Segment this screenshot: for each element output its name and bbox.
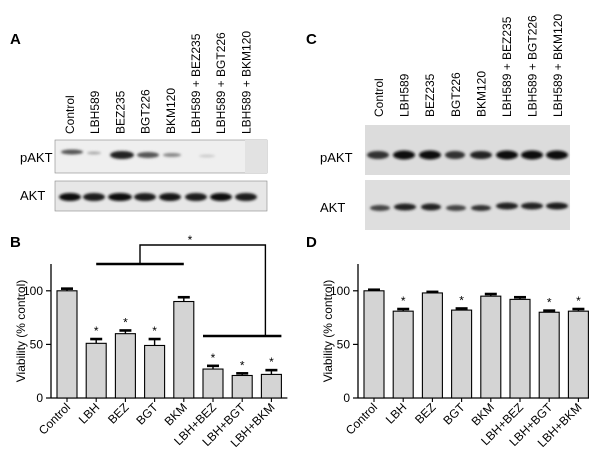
panel-c: C Control LBH589 BEZ235 BGT226 BKM120 LBH589 … xyxy=(306,14,570,230)
bar-b-bkm xyxy=(173,300,195,399)
blot-akt-a xyxy=(54,180,268,212)
blot-akt-c xyxy=(365,180,570,230)
bar-b-lbh xyxy=(85,342,107,399)
significance-b-bez: * xyxy=(123,315,128,329)
bar-d-lbh-bgt xyxy=(538,311,560,399)
y-tick-label-d-50: 50 xyxy=(337,337,351,351)
bar-b-lbh-bkm xyxy=(260,373,282,399)
lane-label-c-bkm120: BKM120 xyxy=(474,71,488,117)
lane-label-a-control: Control xyxy=(63,95,77,134)
category-label-b-bgt: BGT xyxy=(133,400,161,428)
row-label-pakt-c: pAKT xyxy=(320,150,353,165)
category-label-d-control: Control xyxy=(343,400,380,437)
bar-b-lbh-bgt xyxy=(231,374,253,399)
panel-letter-b: B xyxy=(10,234,21,251)
significance-d-lbh-bkm: * xyxy=(576,294,581,308)
category-label-b-lbh: LBH xyxy=(76,400,102,426)
y-axis-label-d: Viability (% control) xyxy=(321,280,335,382)
lane-label-c-bgt226: BGT226 xyxy=(449,72,463,117)
lane-label-c-control: Control xyxy=(372,78,386,117)
lane-label-a-lbh589: LBH589 xyxy=(88,90,102,134)
significance-b-bgt: * xyxy=(152,324,157,338)
lane-labels-c: Control LBH589 BEZ235 BGT226 BKM120 LBH589 + … xyxy=(372,14,565,117)
y-tick-label-b-50: 50 xyxy=(30,337,44,351)
category-label-b-bez: BEZ xyxy=(105,400,131,426)
bar-b-bez xyxy=(114,333,136,399)
lane-label-a-lbh589-bez235: LBH589 + BEZ235 xyxy=(189,33,203,134)
row-label-pakt-a: pAKT xyxy=(20,150,53,165)
bar-d-bgt xyxy=(451,309,473,399)
lane-label-c-lbh589-bgt226: LBH589 + BGT226 xyxy=(526,15,540,117)
lane-label-c-lbh589-bkm120: LBH589 + BKM120 xyxy=(551,14,565,117)
bar-b-control xyxy=(56,290,78,399)
y-tick-label-b-100: 100 xyxy=(23,284,43,298)
lane-labels-a: Control LBH589 BEZ235 BGT226 BKM120 LBH589 + … xyxy=(63,31,253,134)
bracket-connector xyxy=(139,244,267,335)
y-axis-label-b: Viability (% control) xyxy=(14,280,28,382)
significance-b-lbh-bgt: * xyxy=(240,358,245,372)
lane-label-c-lbh589: LBH589 xyxy=(398,73,412,117)
bar-d-control xyxy=(363,290,385,399)
bar-d-lbh-bkm xyxy=(567,310,589,399)
y-tick-label-d-100: 100 xyxy=(330,284,350,298)
lane-label-a-bez235: BEZ235 xyxy=(113,90,127,134)
bracket-significance: * xyxy=(188,233,193,247)
lane-label-c-bez235: BEZ235 xyxy=(423,73,437,117)
lane-label-a-bgt226: BGT226 xyxy=(139,89,153,134)
bar-b-lbh-bez xyxy=(202,368,224,399)
significance-d-lbh-bgt: * xyxy=(547,296,552,310)
lane-label-a-lbh589-bkm120: LBH589 + BKM120 xyxy=(239,31,253,134)
panel-a: A Control LBH589 BEZ235 BGT226 BKM120 LBH589 … xyxy=(10,31,268,212)
bar-b-bgt xyxy=(144,344,166,399)
lane-label-a-bkm120: BKM120 xyxy=(164,88,178,134)
significance-b-lbh-bez: * xyxy=(211,351,216,365)
blot-pakt-a xyxy=(54,139,268,174)
row-label-akt-a: AKT xyxy=(20,188,45,203)
category-label-d-bgt: BGT xyxy=(440,400,468,428)
category-label-d-lbh: LBH xyxy=(383,400,409,426)
significance-b-lbh-bkm: * xyxy=(269,355,274,369)
row-label-akt-c: AKT xyxy=(320,200,345,215)
category-label-d-bez: BEZ xyxy=(412,400,438,426)
panel-letter-c: C xyxy=(306,31,317,48)
bar-d-bez xyxy=(421,292,443,399)
blot-pakt-c xyxy=(365,125,570,175)
bar-d-bkm xyxy=(480,295,502,399)
significance-d-lbh: * xyxy=(401,294,406,308)
bar-d-lbh xyxy=(392,310,414,399)
lane-label-a-lbh589-bgt226: LBH589 + BGT226 xyxy=(214,32,228,134)
y-tick-label-b-0: 0 xyxy=(36,391,43,405)
significance-b-lbh: * xyxy=(94,324,99,338)
bar-d-lbh-bez xyxy=(509,298,531,399)
lane-label-c-lbh589-bez235: LBH589 + BEZ235 xyxy=(500,16,514,117)
panel-letter-d: D xyxy=(306,234,317,251)
y-tick-label-d-0: 0 xyxy=(343,391,350,405)
significance-d-bgt: * xyxy=(459,293,464,307)
category-label-b-control: Control xyxy=(36,400,73,437)
panel-letter-a: A xyxy=(10,31,21,48)
